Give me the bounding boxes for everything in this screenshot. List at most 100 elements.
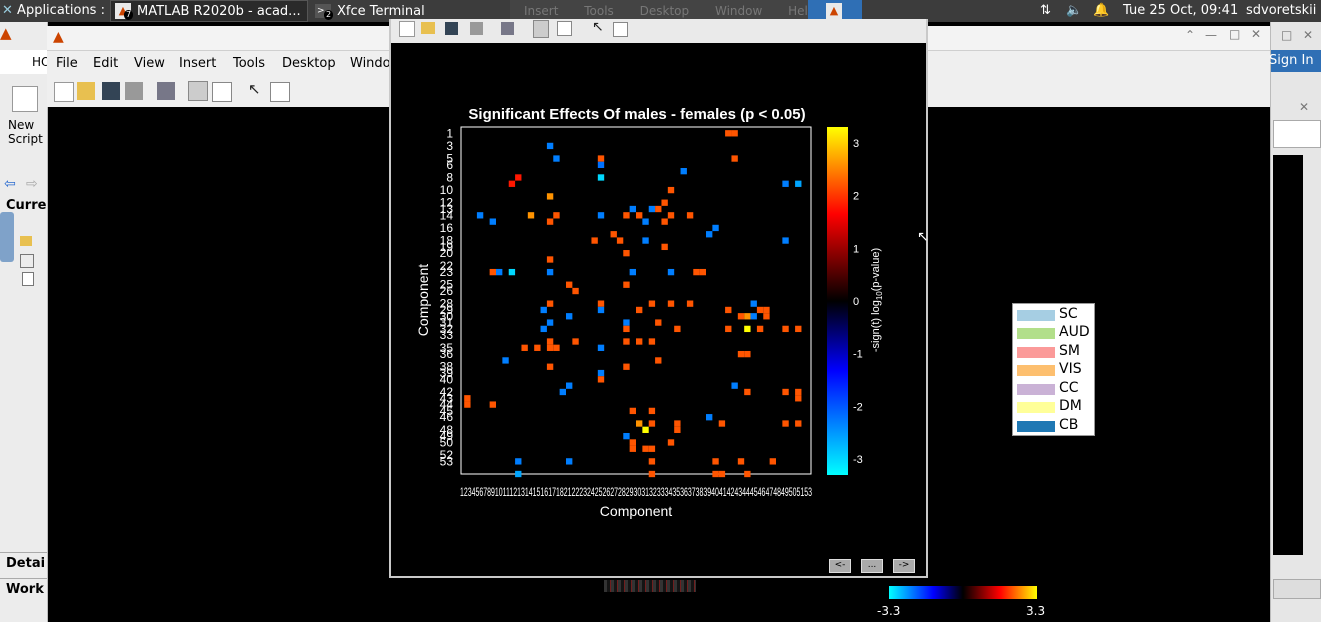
taskbar-figure[interactable]: ▲: [808, 0, 862, 22]
y-tick-label: 28: [440, 297, 454, 311]
volume-icon[interactable]: 🔈: [1066, 3, 1083, 18]
heatmap-cell: [648, 338, 656, 345]
heatmap-cell: [674, 426, 681, 433]
save-icon[interactable]: [445, 22, 458, 35]
heatmap-cell: [597, 376, 605, 383]
y-tick-label: 6: [446, 158, 453, 172]
heatmap-cell: [782, 325, 789, 333]
heatmap-cell: [667, 212, 675, 219]
minimize-icon[interactable]: ⌃: [1185, 28, 1196, 42]
heatmap-cell: [795, 395, 802, 402]
heatmap-cell: [661, 199, 668, 206]
heatmap-cell: [597, 161, 605, 169]
menu-insert[interactable]: Insert: [179, 56, 217, 71]
heatmap-cell: [636, 306, 643, 314]
property-icon[interactable]: [613, 22, 628, 37]
heatmap-cell: [642, 445, 649, 452]
y-tick-label: 35: [440, 341, 454, 355]
open-folder-icon[interactable]: [421, 22, 435, 34]
dock-handle[interactable]: [0, 212, 14, 262]
y-tick-label: 18: [440, 234, 454, 248]
legend-swatch: [1017, 384, 1055, 395]
menu-desktop[interactable]: Desktop: [282, 56, 336, 71]
heatmap-cell: [731, 130, 738, 137]
heatmap-cell: [489, 268, 496, 276]
heatmap-cell: [750, 300, 757, 307]
heatmap-cell: [534, 344, 541, 351]
prev-button[interactable]: <-: [829, 559, 851, 573]
clock[interactable]: Tue 25 Oct, 09:41: [1123, 3, 1239, 18]
user-name[interactable]: sdvoretskii: [1246, 3, 1317, 18]
back-arrow-icon[interactable]: ⇦: [4, 176, 16, 192]
new-file-icon[interactable]: [54, 82, 74, 102]
open-folder-icon[interactable]: [77, 82, 95, 100]
y-tick-label: 23: [440, 265, 454, 279]
new-file-icon[interactable]: [399, 21, 415, 37]
heatmap-cell: [515, 458, 522, 465]
heatmap-cell: [629, 439, 636, 446]
menu-file[interactable]: File: [56, 56, 78, 71]
legend-swatch: [1017, 421, 1055, 432]
heatmap-cell: [725, 325, 732, 333]
close-icon[interactable]: ✕: [1299, 100, 1310, 114]
pointer-icon[interactable]: ↖: [592, 19, 604, 35]
save-icon[interactable]: [102, 82, 120, 100]
menu-edit[interactable]: Edit: [93, 56, 119, 71]
pointer-icon[interactable]: ↖: [248, 80, 261, 98]
notification-icon[interactable]: 🔔: [1093, 3, 1110, 18]
more-button[interactable]: ...: [861, 559, 883, 573]
dropdown[interactable]: [1273, 120, 1321, 148]
applications-menu[interactable]: ✕ Applications :: [2, 3, 105, 18]
print-icon[interactable]: [125, 82, 143, 100]
link-icon[interactable]: [501, 22, 514, 35]
heatmap-cell: [623, 319, 630, 326]
legend-swatch: [1017, 347, 1055, 358]
colorbar-label: -sign(t) log10(p-value): [870, 248, 884, 352]
menu-window[interactable]: Windo: [350, 56, 391, 71]
heatmap-cell: [706, 231, 713, 238]
scrollbar[interactable]: [1273, 579, 1321, 599]
y-tick-label: 53: [440, 454, 454, 468]
current-folder-label: Curre: [6, 198, 47, 213]
property-icon[interactable]: [270, 82, 290, 102]
heatmap-cell: [667, 300, 675, 307]
colorbar-icon[interactable]: [533, 20, 549, 38]
legend-icon[interactable]: [557, 21, 572, 36]
heatmap-cell: [623, 325, 630, 333]
colorbar-tick-label: -3: [853, 454, 863, 466]
colorbar-icon[interactable]: [188, 81, 208, 101]
print-icon[interactable]: [470, 22, 483, 35]
colorbar-min-label: -3.3: [877, 604, 901, 618]
y-tick-label: 29: [440, 303, 454, 317]
minimize-icon[interactable]: —: [1205, 28, 1217, 42]
menu-tools[interactable]: Tools: [233, 56, 266, 71]
heatmap-cell: [566, 382, 573, 389]
mouse-cursor: ↖: [917, 229, 929, 245]
taskbar-matlab[interactable]: ▲ 7 MATLAB R2020b - acad...: [110, 0, 308, 22]
heatmap-cell: [744, 388, 751, 396]
heatmap-cell: [616, 237, 624, 244]
heatmap-cell: [769, 458, 776, 465]
heatmap-cell: [782, 180, 789, 187]
next-button[interactable]: ->: [893, 559, 915, 573]
heatmap-cell: [782, 420, 789, 427]
close-icon[interactable]: ✕: [1251, 27, 1262, 41]
xfce-icon: ✕: [2, 3, 13, 18]
home-tab[interactable]: HO: [0, 50, 50, 74]
forward-arrow-icon[interactable]: ⇨: [26, 176, 38, 192]
new-script-icon[interactable]: [12, 86, 38, 112]
legend-icon[interactable]: [212, 82, 232, 102]
right-panel: □ ✕ Sign In ✕: [1269, 22, 1321, 622]
link-icon[interactable]: [157, 82, 175, 100]
sign-in-button[interactable]: Sign In: [1269, 50, 1321, 72]
heatmap-cell: [546, 319, 554, 326]
maximize-icon[interactable]: □: [1229, 27, 1241, 41]
network-icon[interactable]: ⇅: [1040, 3, 1051, 18]
heatmap-cell: [553, 344, 560, 351]
menu-view[interactable]: View: [134, 56, 165, 71]
expand-icon[interactable]: □: [1281, 28, 1293, 42]
close-icon[interactable]: ✕: [1303, 28, 1314, 42]
left-strip: [0, 22, 48, 622]
figure-toolbar: ↖: [391, 19, 926, 43]
new-script-label[interactable]: New Script: [8, 118, 43, 146]
